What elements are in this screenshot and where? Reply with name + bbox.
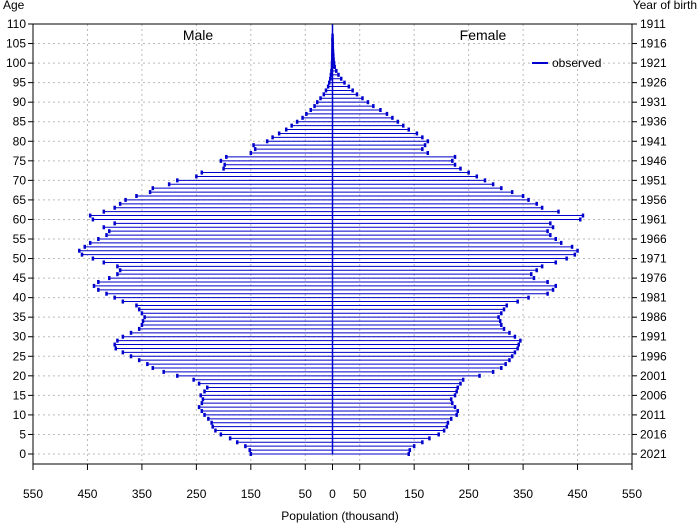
age-tick-label: 80: [13, 134, 27, 148]
year-tick-label: 1911: [640, 17, 666, 31]
age-tick-label: 90: [13, 95, 27, 109]
year-tick-label: 1931: [640, 95, 667, 109]
age-tick-label: 110: [7, 17, 26, 31]
x-tick-label: 550: [23, 487, 43, 501]
year-tick-label: 2021: [640, 447, 667, 461]
year-tick-label: 2001: [640, 369, 667, 383]
year-tick-label: 1976: [640, 271, 667, 285]
year-tick-label: 1936: [640, 115, 667, 129]
bars-layer: [78, 24, 585, 456]
age-tick-label: 20: [13, 369, 27, 383]
age-tick-label: 30: [13, 330, 27, 344]
age-tick-label: 60: [13, 212, 27, 226]
x-tick-label: 150: [404, 487, 424, 501]
year-tick-label: 1996: [640, 349, 667, 363]
year-tick-label: 2016: [640, 427, 667, 441]
age-tick-label: 50: [13, 252, 27, 266]
x-tick-label: 150: [241, 487, 261, 501]
x-tick-label: 350: [513, 487, 533, 501]
age-tick-label: 0: [19, 447, 26, 461]
age-tick-label: 85: [13, 115, 27, 129]
female-series-label: Female: [460, 27, 507, 43]
year-tick-label: 1941: [640, 134, 667, 148]
year-tick-label: 1991: [640, 330, 667, 344]
age-tick-label: 5: [19, 427, 26, 441]
x-axis-label: Population (thousand): [281, 509, 398, 523]
x-tick-label: 550: [622, 487, 642, 501]
x-tick-label: 50: [299, 487, 313, 501]
age-tick-label: 25: [13, 349, 27, 363]
legend: observed: [532, 56, 601, 70]
age-tick-label: 65: [13, 193, 27, 207]
x-tick-label: 350: [132, 487, 152, 501]
year-tick-label: 1966: [640, 232, 667, 246]
year-tick-label: 1921: [640, 56, 667, 70]
year-tick-label: 1961: [640, 212, 667, 226]
age-tick-label: 10: [13, 408, 27, 422]
x-tick-label: 250: [186, 487, 206, 501]
x-tick-label: 450: [77, 487, 97, 501]
age-tick-label: 55: [13, 232, 27, 246]
year-tick-label: 1926: [640, 76, 667, 90]
age-tick-label: 45: [13, 271, 27, 285]
year-tick-label: 1981: [640, 291, 667, 305]
age-tick-label: 105: [6, 37, 26, 51]
age-tick-label: 75: [13, 154, 27, 168]
male-series-label: Male: [183, 27, 214, 43]
age-tick-label: 15: [13, 388, 27, 402]
year-tick-label: 2011: [640, 408, 666, 422]
year-tick-label: 1951: [640, 173, 667, 187]
legend-entry-observed: observed: [552, 56, 601, 70]
year-tick-label: 2006: [640, 388, 667, 402]
age-tick-label: 35: [13, 310, 27, 324]
x-tick-label: 250: [459, 487, 479, 501]
year-tick-label: 1956: [640, 193, 667, 207]
y-title-right: Year of birth: [633, 0, 697, 12]
year-tick-label: 1971: [640, 252, 667, 266]
year-tick-label: 1986: [640, 310, 667, 324]
x-tick-label: 450: [568, 487, 588, 501]
age-tick-label: 70: [13, 173, 27, 187]
year-tick-label: 1946: [640, 154, 667, 168]
age-tick-label: 100: [6, 56, 26, 70]
x-tick-label: 50: [353, 487, 367, 501]
age-tick-label: 40: [13, 291, 27, 305]
x-tick-label: 0: [329, 487, 336, 501]
axes-layer: 0 5 10 15 20 25 30 35 40 45 50 55 60 65 70 75 80 85 90 95 10…: [6, 17, 667, 501]
age-tick-label: 95: [13, 76, 27, 90]
year-tick-label: 1916: [640, 37, 667, 51]
y-title-left: Age: [3, 0, 25, 12]
